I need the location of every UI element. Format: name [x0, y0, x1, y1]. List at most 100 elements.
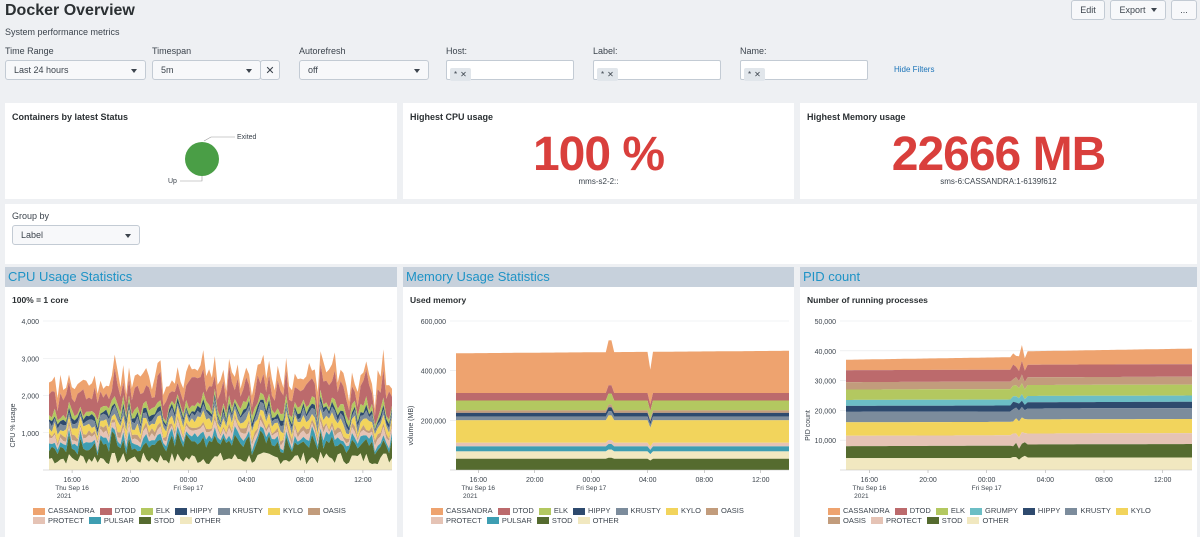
legend-swatch: [88, 517, 101, 524]
area-stod[interactable]: [456, 457, 789, 470]
x-tick-label: 08:00: [1095, 477, 1113, 484]
page-description: System performance metrics: [5, 27, 120, 37]
legend-item-kylo[interactable]: KYLO: [1115, 507, 1151, 515]
area-pulsar[interactable]: [49, 426, 392, 456]
legend-item-krusty[interactable]: KRUSTY: [615, 507, 661, 515]
area-elk[interactable]: [846, 383, 1192, 400]
area-krusty[interactable]: [846, 407, 1192, 423]
legend-item-cassandra[interactable]: CASSANDRA: [431, 507, 493, 515]
legend-item-kylo[interactable]: KYLO: [665, 507, 701, 515]
area-dtod[interactable]: [49, 363, 392, 426]
legend-item-stod[interactable]: STOD: [926, 516, 962, 525]
legend-item-other[interactable]: OTHER: [967, 516, 1009, 525]
legend-item-oasis[interactable]: OASIS: [705, 507, 744, 515]
area-other[interactable]: [846, 455, 1192, 470]
area-oasis[interactable]: [846, 374, 1192, 390]
legend-item-krusty[interactable]: KRUSTY: [1065, 507, 1111, 515]
more-button[interactable]: ...: [1171, 0, 1197, 20]
legend-item-grumpy[interactable]: GRUMPY: [970, 507, 1018, 515]
legend-item-elk[interactable]: ELK: [935, 506, 965, 515]
legend-item-elk[interactable]: ELK: [140, 506, 170, 515]
legend-item-protect[interactable]: PROTECT: [431, 515, 482, 525]
host-input[interactable]: * ✕: [446, 60, 574, 81]
legend-item-protect[interactable]: PROTECT: [870, 515, 922, 525]
legend-label: PROTECT: [885, 515, 922, 525]
legend-item-hippy[interactable]: HIPPY: [1022, 507, 1060, 515]
area-dtod[interactable]: [456, 385, 789, 411]
legend-swatch: [497, 507, 510, 515]
area-krusty[interactable]: [49, 398, 392, 437]
area-kylo[interactable]: [456, 415, 789, 447]
legend-item-protect[interactable]: PROTECT: [33, 516, 84, 525]
time-range-select[interactable]: Last 24 hours: [5, 60, 146, 80]
area-cassandra[interactable]: [456, 340, 789, 405]
area-cassandra[interactable]: [49, 349, 392, 417]
hide-filters-link[interactable]: Hide Filters: [894, 65, 935, 74]
legend-swatch: [1065, 507, 1078, 515]
legend-label: PROTECT: [446, 515, 482, 525]
name-input[interactable]: * ✕: [740, 60, 868, 81]
legend-item-krusty[interactable]: KRUSTY: [217, 507, 263, 515]
area-kylo[interactable]: [49, 405, 392, 444]
legend-swatch: [175, 507, 187, 515]
legend-label: ELK: [950, 506, 965, 515]
legend-item-other[interactable]: OTHER: [577, 515, 619, 525]
pie-slice-up[interactable]: [185, 142, 219, 176]
legend-swatch: [307, 507, 320, 515]
label-token[interactable]: * ✕: [597, 68, 618, 81]
area-krusty[interactable]: [456, 411, 789, 428]
area-kylo[interactable]: [846, 417, 1192, 438]
legend-label: ELK: [155, 506, 170, 515]
legend-item-dtod[interactable]: DTOD: [894, 507, 931, 515]
mem-highest-title: Highest Memory usage: [807, 112, 906, 122]
area-hippy[interactable]: [846, 400, 1192, 412]
area-hippy[interactable]: [456, 407, 789, 425]
legend-item-stod[interactable]: STOD: [536, 516, 573, 525]
area-dtod[interactable]: [846, 360, 1192, 383]
legend-swatch: [140, 507, 153, 515]
legend-item-stod[interactable]: STOD: [138, 516, 175, 525]
legend-item-elk[interactable]: ELK: [538, 507, 568, 515]
legend-item-cassandra[interactable]: CASSANDRA: [33, 507, 95, 515]
area-stod[interactable]: [49, 430, 392, 465]
legend-item-kylo[interactable]: KYLO: [267, 507, 303, 515]
memory-chart: 600,000 400,000 200,000 volume (MB) 16:00 20:…: [408, 319, 789, 500]
legend-item-cassandra[interactable]: CASSANDRA: [828, 507, 890, 515]
group-by-select[interactable]: Label: [12, 225, 140, 245]
area-elk[interactable]: [456, 393, 789, 420]
timespan-select[interactable]: 5m: [152, 60, 261, 80]
timespan-clear-button[interactable]: ✕: [260, 60, 280, 80]
legend-item-hippy[interactable]: HIPPY: [175, 507, 213, 515]
legend-item-dtod[interactable]: DTOD: [99, 507, 136, 515]
legend-item-oasis[interactable]: OASIS: [307, 507, 346, 515]
edit-button[interactable]: Edit: [1071, 0, 1105, 20]
area-protect[interactable]: [456, 440, 789, 450]
area-stod[interactable]: [846, 442, 1192, 460]
legend-label: OTHER: [592, 515, 619, 525]
legend-item-pulsar[interactable]: PULSAR: [88, 516, 134, 525]
area-other[interactable]: [456, 449, 789, 461]
close-icon[interactable]: ✕: [607, 70, 614, 79]
pie-leader-exited: [203, 136, 235, 142]
label-input[interactable]: * ✕: [593, 60, 721, 81]
name-token[interactable]: * ✕: [744, 68, 765, 81]
area-other[interactable]: [49, 452, 392, 470]
area-pulsar[interactable]: [456, 444, 789, 455]
autorefresh-select[interactable]: off: [299, 60, 429, 80]
area-grumpy[interactable]: [846, 394, 1192, 406]
legend-swatch: [828, 517, 840, 524]
legend-item-oasis[interactable]: OASIS: [828, 516, 866, 525]
area-elk[interactable]: [49, 388, 392, 430]
legend-item-pulsar[interactable]: PULSAR: [486, 516, 532, 525]
close-icon[interactable]: ✕: [460, 70, 467, 79]
area-protect[interactable]: [846, 432, 1192, 449]
area-protect[interactable]: [49, 418, 392, 452]
legend-item-hippy[interactable]: HIPPY: [573, 507, 611, 515]
export-button[interactable]: Export: [1110, 0, 1166, 20]
area-oasis[interactable]: [49, 414, 392, 447]
legend-item-other[interactable]: OTHER: [179, 516, 221, 525]
y-tick-label: 600,000: [421, 319, 446, 326]
host-token[interactable]: * ✕: [450, 68, 471, 81]
legend-item-dtod[interactable]: DTOD: [497, 507, 534, 515]
close-icon[interactable]: ✕: [754, 70, 761, 79]
